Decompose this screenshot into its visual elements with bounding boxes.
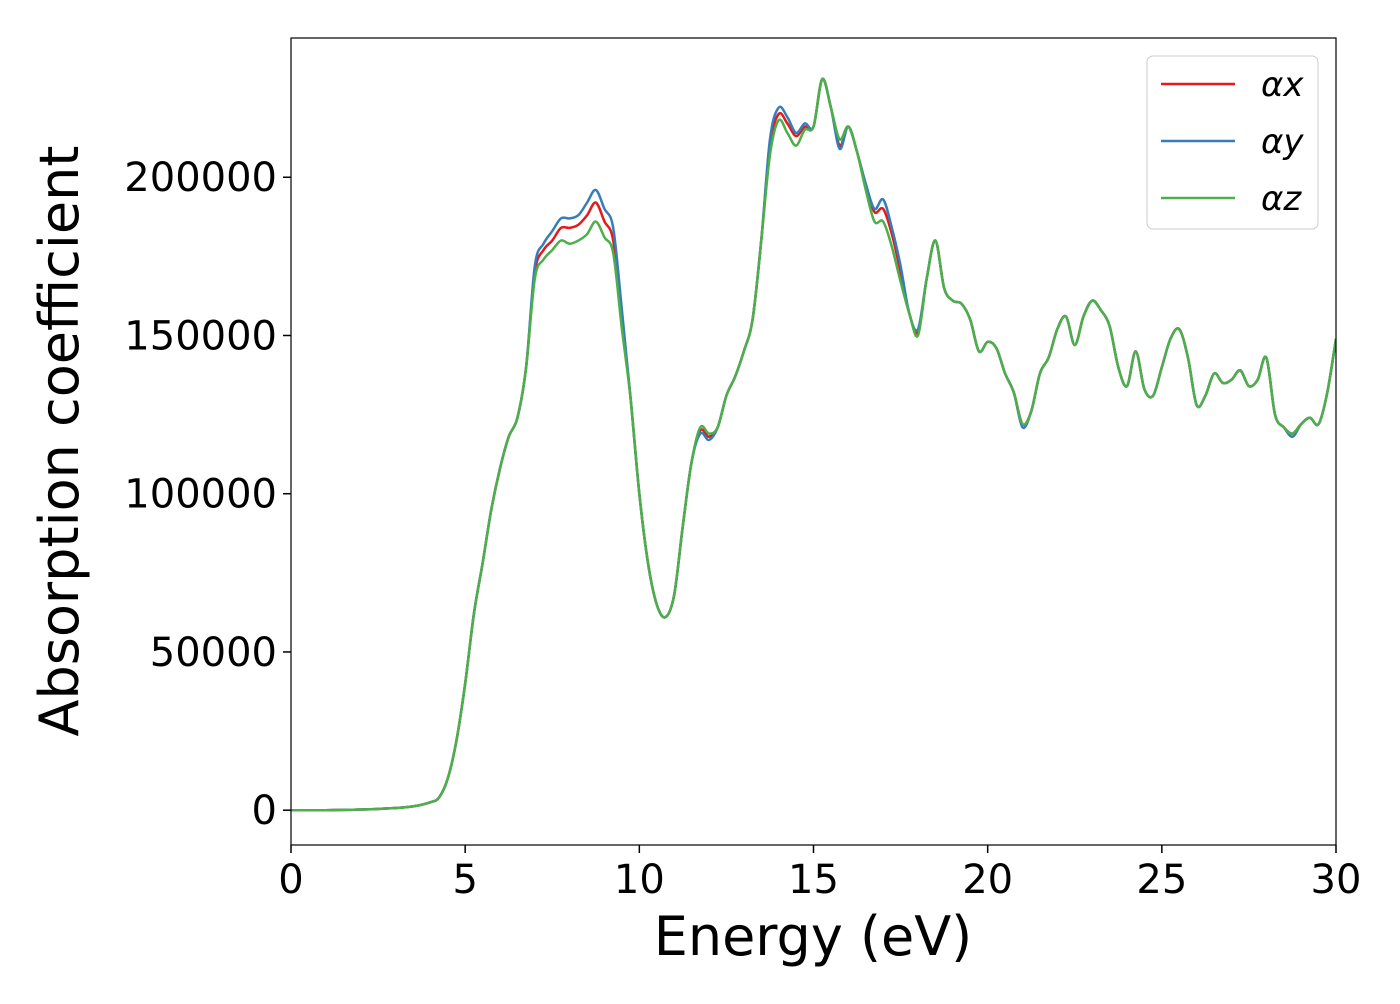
x-axis-label: Energy (eV) bbox=[654, 905, 973, 968]
y-tick-label: 50000 bbox=[150, 630, 277, 676]
y-tick-label: 100000 bbox=[124, 472, 277, 518]
x-tick-label: 30 bbox=[1311, 857, 1362, 903]
legend-label: αy bbox=[1261, 122, 1304, 162]
plot-frame bbox=[290, 37, 1337, 846]
y-tick-label: 150000 bbox=[124, 313, 277, 359]
legend-label: αz bbox=[1261, 179, 1302, 219]
y-tick-label: 200000 bbox=[124, 155, 277, 201]
legend-box bbox=[1146, 55, 1319, 230]
x-tick-label: 5 bbox=[452, 857, 477, 903]
y-axis-label: Absorption coefficient bbox=[28, 146, 91, 737]
x-tick-label: 25 bbox=[1136, 857, 1187, 903]
y-tick-label: 0 bbox=[252, 788, 277, 834]
series-line bbox=[291, 77, 1336, 812]
x-tick-label: 10 bbox=[614, 857, 665, 903]
x-tick-label: 0 bbox=[278, 857, 303, 903]
legend-label: αx bbox=[1261, 65, 1304, 105]
x-tick-label: 20 bbox=[962, 857, 1013, 903]
x-tick-label: 15 bbox=[788, 857, 839, 903]
